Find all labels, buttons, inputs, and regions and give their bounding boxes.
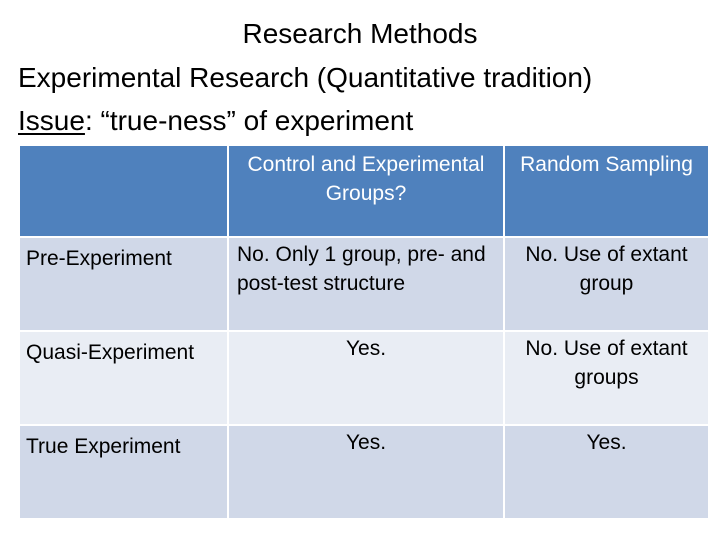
issue-text: : “true-ness” of experiment: [84, 105, 414, 136]
issue-line: Issue: “true-ness” of experiment: [18, 103, 413, 139]
random-cell: No. Use of extant group: [503, 236, 710, 332]
row-label: True Experiment: [18, 424, 229, 520]
slide-title: Research Methods: [242, 18, 478, 49]
header-cell-empty: [18, 144, 229, 238]
random-cell: No. Use of extant groups: [503, 330, 710, 426]
header-cell-control: Control and Experimental Groups?: [227, 144, 505, 238]
random-cell: Yes.: [503, 424, 710, 520]
issue-label: Issue: [18, 105, 85, 136]
slide-subtitle: Experimental Research (Quantitative trad…: [18, 62, 593, 93]
table-row: True Experiment Yes. Yes.: [18, 424, 710, 520]
row-label: Pre-Experiment: [18, 236, 229, 332]
header-cell-random: Random Sampling: [503, 144, 710, 238]
table-row: Pre-Experiment No. Only 1 group, pre- an…: [18, 236, 710, 332]
control-cell: No. Only 1 group, pre- and post-test str…: [227, 236, 505, 332]
control-cell: Yes.: [227, 330, 505, 426]
table-row: Quasi-Experiment Yes. No. Use of extant …: [18, 330, 710, 426]
control-cell: Yes.: [227, 424, 505, 520]
row-label: Quasi-Experiment: [18, 330, 229, 426]
table-header-row: Control and Experimental Groups? Random …: [18, 144, 710, 238]
comparison-table: Control and Experimental Groups? Random …: [18, 144, 710, 520]
